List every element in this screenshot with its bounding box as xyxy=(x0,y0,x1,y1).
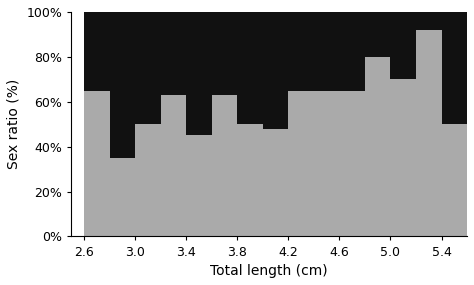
Bar xyxy=(135,12,161,124)
Bar xyxy=(84,91,109,237)
Bar xyxy=(441,12,467,124)
Bar xyxy=(339,91,365,237)
Bar xyxy=(237,12,263,124)
Bar xyxy=(109,158,135,237)
X-axis label: Total length (cm): Total length (cm) xyxy=(210,264,328,278)
Bar xyxy=(186,12,212,135)
Bar xyxy=(339,12,365,91)
Bar xyxy=(109,12,135,158)
Bar xyxy=(237,124,263,237)
Bar xyxy=(186,135,212,237)
Bar xyxy=(212,12,237,95)
Y-axis label: Sex ratio (%): Sex ratio (%) xyxy=(7,79,21,169)
Bar xyxy=(161,95,186,237)
Bar xyxy=(84,12,109,91)
Bar xyxy=(391,79,416,237)
Bar xyxy=(416,30,441,237)
Bar xyxy=(441,124,467,237)
Bar xyxy=(314,12,339,91)
Bar xyxy=(288,91,314,237)
Bar xyxy=(416,12,441,30)
Bar xyxy=(135,124,161,237)
Bar xyxy=(288,12,314,91)
Bar xyxy=(161,12,186,95)
Bar xyxy=(365,57,391,237)
Bar xyxy=(314,91,339,237)
Bar xyxy=(365,12,391,57)
Bar xyxy=(263,129,288,237)
Bar xyxy=(391,12,416,79)
Bar xyxy=(263,12,288,129)
Bar xyxy=(212,95,237,237)
